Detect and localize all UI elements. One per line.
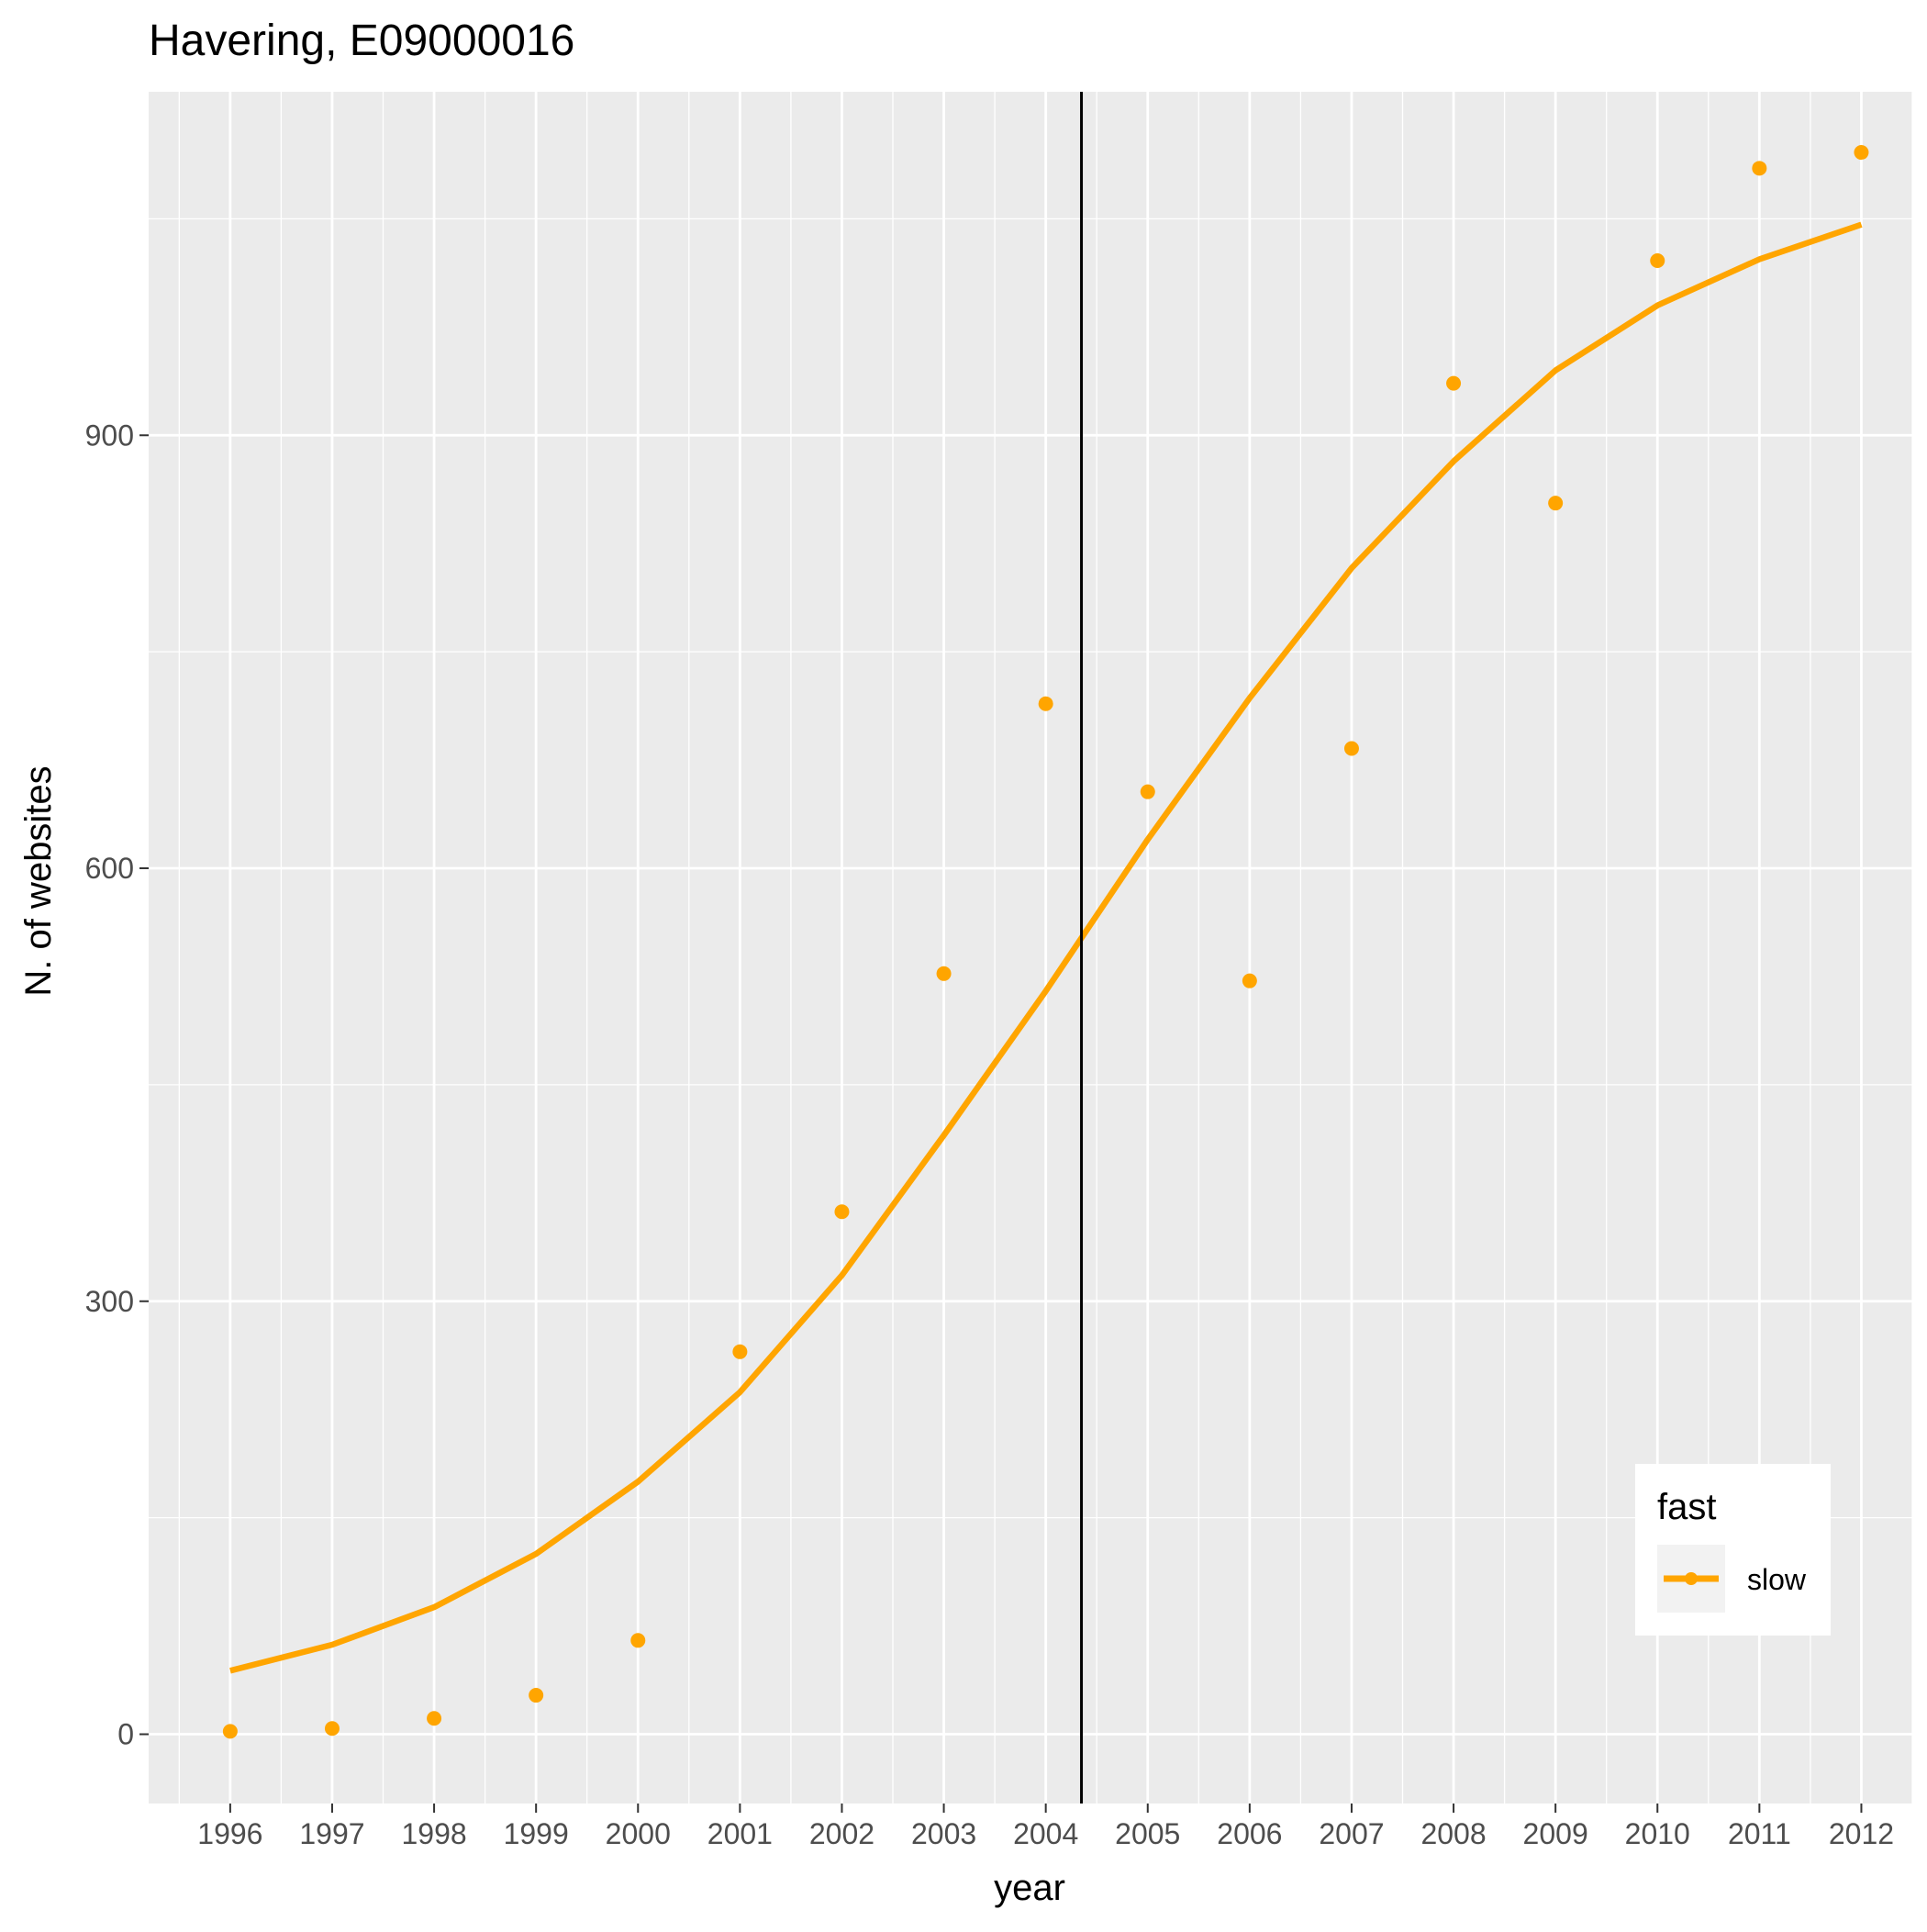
y-tick-label: 0 [117,1718,134,1751]
data-point [936,966,952,981]
data-point [222,1724,238,1739]
legend-title: fast [1657,1487,1716,1527]
data-point [1548,496,1564,511]
x-tick-label: 2004 [1013,1817,1078,1850]
data-point [732,1344,748,1359]
data-point [427,1711,442,1726]
data-point [324,1721,340,1737]
x-tick-label: 2010 [1625,1817,1690,1850]
x-tick-label: 1999 [504,1817,569,1850]
x-tick-label: 2009 [1523,1817,1588,1850]
legend-key-point [1685,1572,1698,1585]
x-tick-label: 2007 [1319,1817,1384,1850]
x-tick-label: 2011 [1728,1817,1791,1850]
data-point [1140,784,1155,799]
legend-label-slow: slow [1747,1563,1807,1596]
y-tick-label: 900 [85,419,134,452]
data-point [1650,252,1665,268]
x-tick-label: 1997 [299,1817,364,1850]
data-point [1038,696,1053,711]
data-point [834,1204,850,1220]
x-axis-title: year [994,1868,1065,1908]
legend: fast slow [1635,1464,1831,1636]
data-point [630,1633,646,1648]
data-point [1446,375,1462,391]
chart-title: Havering, E09000016 [149,17,574,65]
y-axis: 0 300 600 900 [85,419,149,1751]
x-tick-label: 2005 [1115,1817,1180,1850]
y-axis-title: N. of websites [18,765,59,996]
data-point [1752,161,1767,176]
data-point [529,1688,544,1703]
points-layer [222,145,1869,1739]
x-tick-label: 2000 [606,1817,671,1850]
x-tick-label: 2012 [1829,1817,1894,1850]
data-point [1242,973,1257,988]
data-point [1343,741,1359,756]
minor-gridlines-y [149,218,1912,1519]
data-point [1854,145,1869,161]
x-tick-label: 2008 [1420,1817,1486,1850]
x-tick-label: 1998 [401,1817,466,1850]
x-axis: 1996 1997 1998 1999 2000 2001 2002 2003 2004 2005… [197,1804,1894,1850]
y-tick-label: 300 [85,1285,134,1318]
x-tick-label: 2001 [707,1817,773,1850]
major-gridlines-y [149,433,1912,1736]
x-tick-label: 2003 [911,1817,976,1850]
x-tick-label: 2002 [809,1817,874,1850]
x-tick-label: 1996 [197,1817,262,1850]
x-tick-label: 2006 [1217,1817,1282,1850]
trend-line [229,221,1863,1674]
y-tick-label: 600 [85,852,134,885]
trend-layer [229,221,1863,1674]
